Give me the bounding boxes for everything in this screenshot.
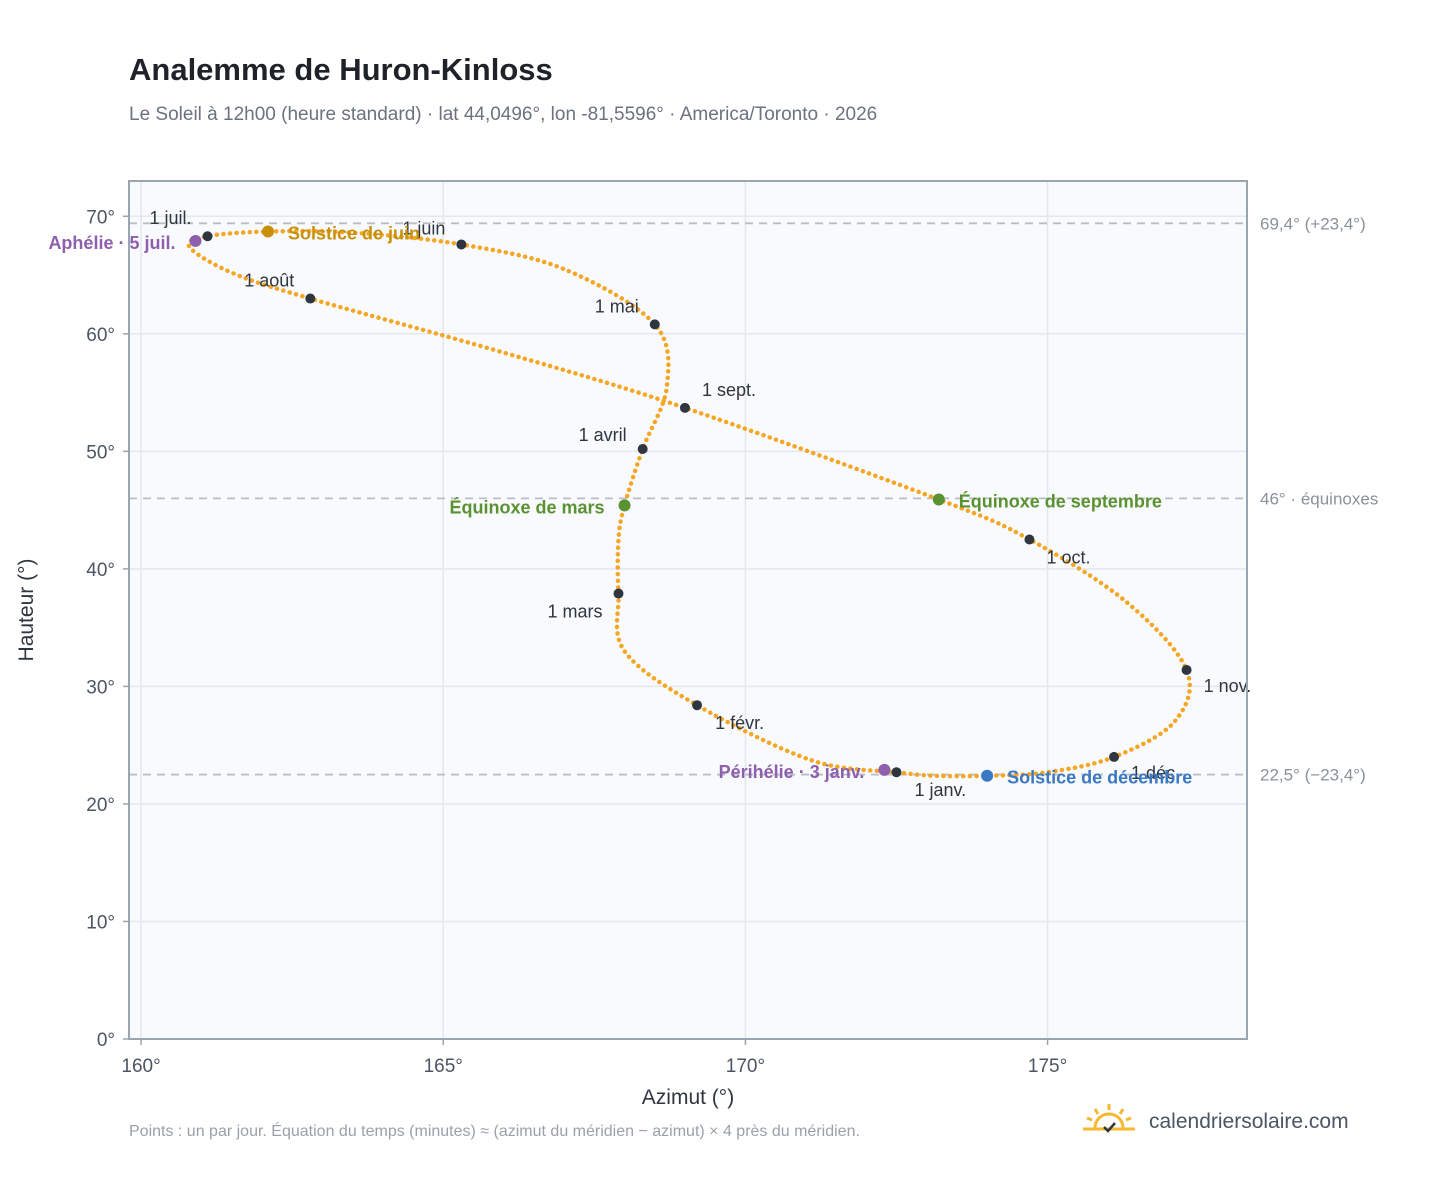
month-marker-label: 1 avril — [579, 425, 627, 445]
x-tick-label: 170° — [726, 1056, 765, 1077]
event-label: Solstice de juin — [288, 224, 420, 244]
event-marker — [618, 499, 631, 512]
y-tick-label: 60° — [86, 325, 115, 346]
month-marker-label: 1 févr. — [715, 713, 764, 733]
month-marker-label: 1 juin — [402, 218, 445, 238]
y-tick-label: 20° — [86, 795, 115, 816]
plot-frame — [128, 180, 1248, 1040]
month-marker — [637, 443, 648, 454]
event-label: Équinoxe de septembre — [959, 491, 1162, 512]
event-markers: Solstice de juin Solstice de décembre Équi… — [48, 224, 1192, 788]
month-marker — [456, 239, 467, 250]
chart-title: Analemme de Huron-Kinloss — [129, 52, 553, 87]
y-tick-label: 50° — [86, 442, 115, 463]
y-tick-label: 70° — [86, 207, 115, 228]
reference-line-label: 69,4° (+23,4°) — [1260, 214, 1366, 233]
month-marker — [649, 319, 660, 330]
reference-line-label: 22,5° (−23,4°) — [1260, 766, 1366, 785]
month-marker — [1109, 751, 1120, 762]
y-tick-label: 30° — [86, 677, 115, 698]
axes: 160° 165° 170° 175° 0° 10° 20° 30° 40° 50° 60° 70° A… — [15, 180, 1248, 1109]
event-marker — [981, 769, 994, 782]
month-marker — [202, 231, 213, 242]
x-tick-label: 165° — [424, 1056, 463, 1077]
month-marker-label: 1 oct. — [1046, 547, 1090, 567]
brand[interactable]: calendriersolaire.com — [1083, 1102, 1349, 1141]
y-axis-title: Hauteur (°) — [15, 559, 38, 662]
month-marker-label: 1 janv. — [914, 780, 966, 800]
month-marker-label: 1 sept. — [702, 380, 756, 400]
month-markers: 1 janv. 1 févr. 1 mars 1 avril 1 mai 1 juin 1 … — [150, 208, 1252, 800]
month-marker — [679, 402, 690, 413]
month-marker — [613, 588, 624, 599]
analemma-curve — [186, 228, 1193, 779]
grid — [129, 181, 1247, 1040]
month-marker-label: 1 nov. — [1204, 676, 1252, 696]
month-marker-label: 1 juil. — [150, 208, 192, 228]
month-marker-label: 1 mai — [595, 296, 639, 316]
brand-name[interactable]: calendriersolaire.com — [1149, 1109, 1349, 1133]
month-marker-label: 1 août — [244, 271, 294, 291]
event-marker — [189, 234, 202, 247]
x-axis-title: Azimut (°) — [642, 1086, 734, 1109]
sun-logo-icon — [1083, 1102, 1135, 1141]
event-label: Équinoxe de mars — [449, 496, 604, 517]
event-label: Solstice de décembre — [1007, 768, 1192, 788]
event-label: Périhélie · 3 janv. — [719, 762, 865, 782]
month-marker-label: 1 mars — [547, 602, 602, 622]
reference-line-label: 46° · équinoxes — [1260, 489, 1378, 508]
y-tick-label: 10° — [86, 912, 115, 933]
plot-area — [129, 181, 1247, 1039]
month-marker — [692, 700, 703, 711]
month-marker-label: 1 déc. — [1131, 763, 1180, 783]
month-marker — [891, 767, 902, 778]
chart-subtitle: Le Soleil à 12h00 (heure standard) · lat… — [129, 104, 878, 125]
month-marker — [1181, 664, 1192, 675]
analemma-daily-dots — [186, 228, 1193, 779]
y-tick-label: 40° — [86, 560, 115, 581]
event-label: Aphélie · 5 juil. — [48, 233, 175, 253]
event-marker — [932, 493, 945, 506]
x-tick-label: 175° — [1028, 1056, 1067, 1077]
footnote: Points : un par jour. Équation du temps … — [129, 1123, 860, 1140]
month-marker — [305, 293, 316, 304]
x-tick-label: 160° — [121, 1056, 160, 1077]
event-marker — [878, 763, 891, 776]
plot-background — [129, 181, 1247, 1039]
event-marker — [261, 225, 274, 238]
reference-lines: 69,4° (+23,4°) 46° · équinoxes 22,5° (−23,… — [129, 214, 1378, 785]
y-tick-label: 0° — [97, 1030, 115, 1051]
month-marker — [1024, 534, 1035, 545]
